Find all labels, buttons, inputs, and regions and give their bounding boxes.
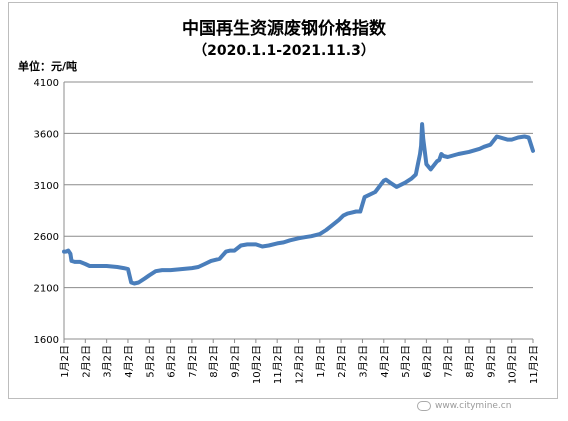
x-tick-label: 10月2日 (507, 345, 519, 384)
price-index-line (62, 122, 535, 286)
chart-frame (8, 2, 558, 399)
x-tick-label: 7月2日 (187, 345, 199, 378)
x-tick-label: 1月2日 (59, 345, 71, 378)
y-tick-label: 2600 (34, 232, 59, 243)
x-tick-label: 11月2日 (272, 345, 284, 384)
x-tick-label: 6月2日 (421, 345, 433, 378)
citymine-logo-icon (417, 401, 431, 411)
x-tick-label: 8月2日 (208, 345, 220, 378)
x-tick-label: 4月2日 (379, 345, 391, 378)
x-tick-label: 3月2日 (357, 345, 369, 378)
watermark-url: www.citymine.cn (435, 401, 512, 411)
y-tick-label: 3600 (34, 129, 59, 140)
x-tick-label: 4月2日 (123, 345, 135, 378)
y-tick-label: 4100 (34, 78, 59, 89)
unit-label: 单位：元/吨 (18, 60, 78, 73)
x-tick-label: 1月2日 (315, 345, 327, 378)
x-tick-label: 11月2日 (528, 345, 540, 384)
y-tick-label: 1600 (34, 335, 59, 346)
x-tick-label: 12月2日 (294, 345, 306, 384)
x-tick-label: 10月2日 (251, 345, 263, 384)
x-tick-label: 7月2日 (443, 345, 455, 378)
chart-subtitle: （2020.1.1-2021.11.3） (193, 43, 375, 59)
x-tick-label: 9月2日 (230, 345, 242, 378)
x-tick-label: 5月2日 (144, 345, 156, 378)
x-tick-label: 8月2日 (464, 345, 476, 378)
x-tick-label: 6月2日 (166, 345, 178, 378)
x-tick-label: 2月2日 (80, 345, 92, 378)
x-tick-label: 5月2日 (400, 345, 412, 378)
chart-title: 中国再生资源废钢价格指数 (182, 19, 386, 39)
watermark: www.citymine.cn (417, 401, 511, 411)
y-tick-label: 2100 (34, 284, 59, 295)
x-tick-label: 9月2日 (485, 345, 497, 378)
x-tick-label: 2月2日 (336, 345, 348, 378)
x-tick-label: 3月2日 (102, 345, 114, 378)
y-tick-label: 3100 (34, 181, 59, 192)
